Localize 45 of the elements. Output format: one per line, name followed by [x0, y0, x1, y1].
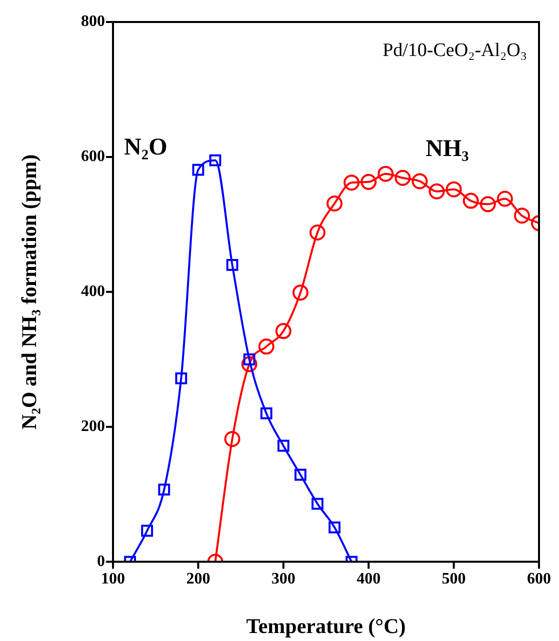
- point: [446, 181, 462, 198]
- point: [360, 174, 377, 190]
- x-tick-label: 500: [442, 570, 466, 588]
- point: [258, 338, 274, 355]
- series-label: NH₃: [426, 136, 469, 162]
- point: [480, 196, 496, 212]
- point: [312, 498, 324, 510]
- point: [224, 430, 240, 447]
- y-tick-label: 800: [81, 13, 105, 30]
- y-tick-label: 0: [97, 552, 105, 570]
- y-axis-title: N₂O and NH₃ formation (ppm): [17, 154, 41, 430]
- point: [326, 196, 343, 212]
- point: [292, 284, 308, 301]
- point: [209, 154, 222, 166]
- series-label: N₂O: [124, 134, 168, 160]
- point: [378, 166, 394, 182]
- y-tick-label: 200: [81, 418, 105, 435]
- point: [192, 164, 204, 176]
- x-tick-label: 300: [271, 570, 296, 588]
- point: [344, 174, 360, 191]
- point: [309, 224, 326, 241]
- point: [394, 170, 411, 186]
- point: [328, 521, 340, 534]
- point: [241, 356, 258, 372]
- point: [428, 183, 445, 200]
- point: [514, 208, 530, 224]
- x-tick-label: 600: [527, 570, 551, 588]
- y-tick-label: 600: [81, 148, 105, 166]
- point: [175, 372, 188, 384]
- point: [294, 468, 306, 481]
- y-tick-label: 400: [81, 283, 105, 300]
- annotation: Pd/10-CeO₂-Al₂O₃: [382, 40, 527, 61]
- point: [141, 524, 154, 537]
- x-axis-title: Temperature (°C): [246, 614, 406, 638]
- point: [496, 190, 513, 207]
- x-tick-label: 200: [186, 570, 210, 588]
- point: [277, 440, 290, 452]
- x-tick-label: 100: [101, 570, 125, 588]
- point: [462, 192, 479, 209]
- point: [226, 258, 238, 271]
- x-tick-label: 400: [356, 570, 381, 588]
- point: [260, 407, 272, 420]
- point: [275, 323, 292, 340]
- point: [412, 173, 428, 190]
- point: [158, 484, 170, 496]
